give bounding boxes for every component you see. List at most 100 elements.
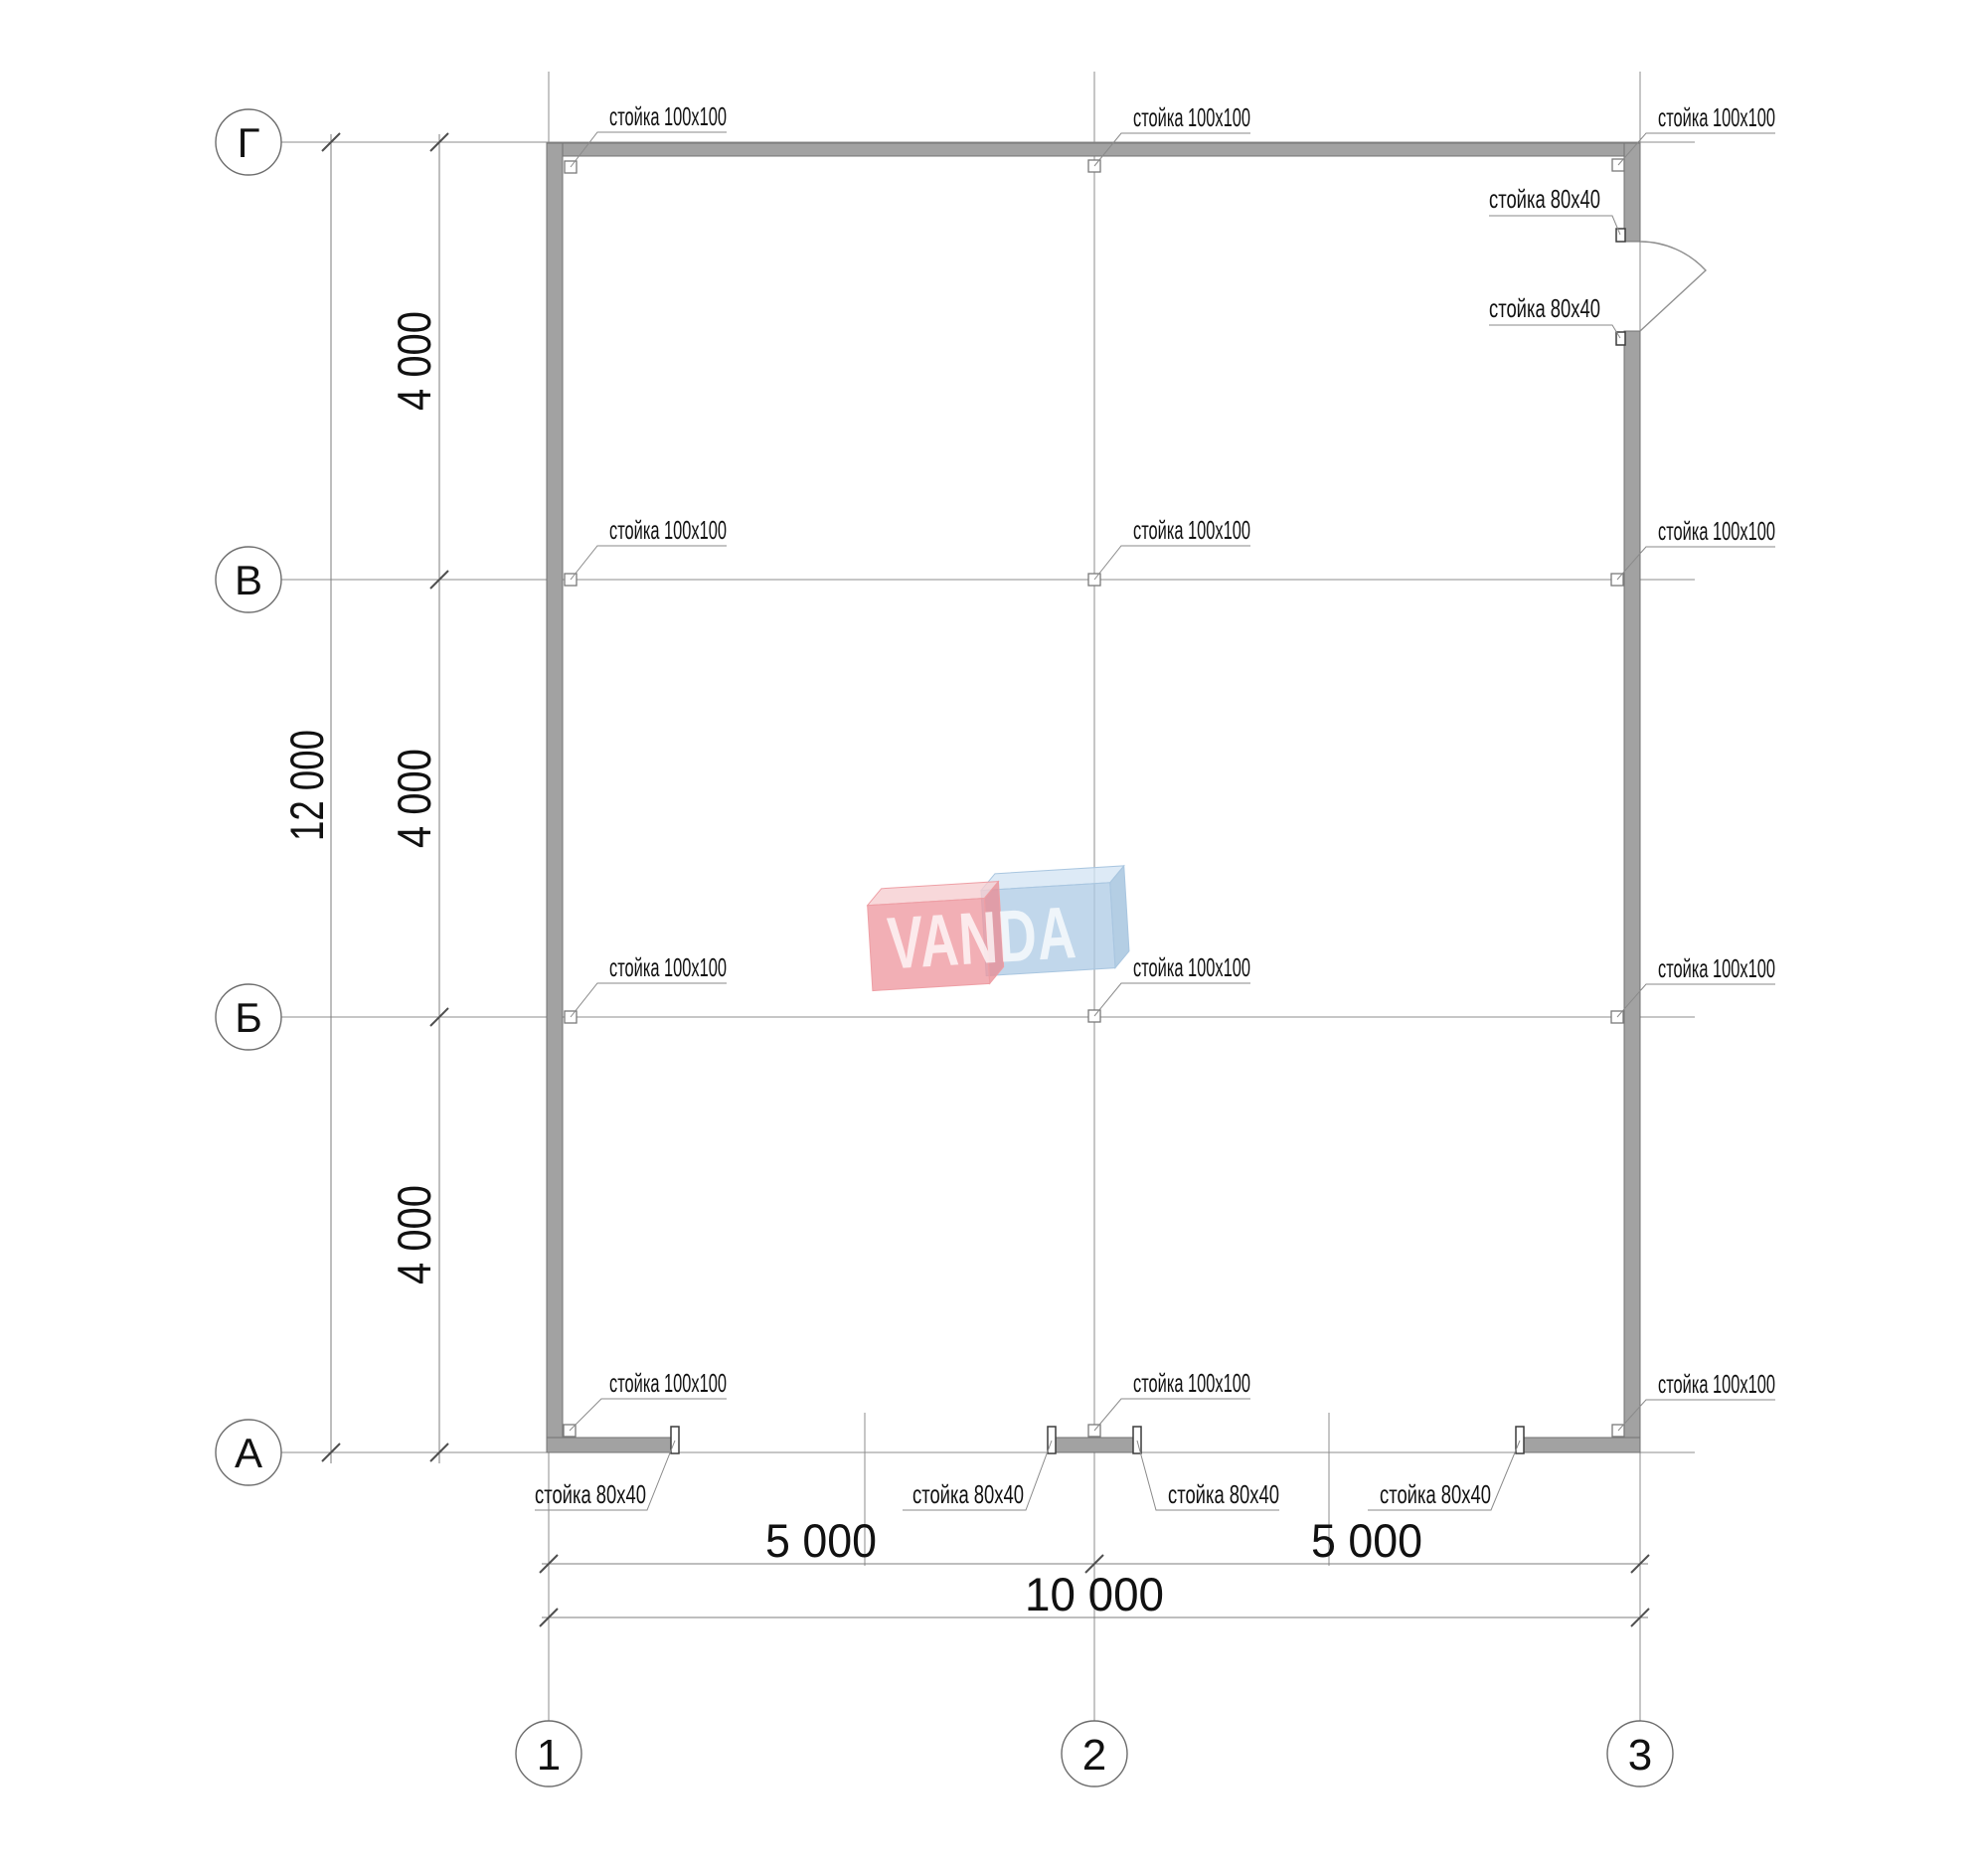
door-jamb-post-lower bbox=[1615, 331, 1626, 346]
dim-tick bbox=[429, 1443, 449, 1462]
jamb-label-text: стойка 80x40 bbox=[1489, 184, 1600, 214]
jamb-label-leader bbox=[1136, 1440, 1279, 1511]
post-label-b-middle: стойка 100x100 bbox=[1093, 952, 1250, 1017]
jamb-label-bottom-1: стойка 80x40 bbox=[535, 1440, 676, 1511]
post-label-leader bbox=[1617, 1399, 1775, 1432]
axis-bubble-row-g-label: Г bbox=[238, 119, 260, 166]
left-dimensions: 4 000 4 000 4 000 12 000 bbox=[280, 132, 449, 1463]
dim-tick bbox=[321, 1443, 341, 1462]
post-label-bottom-right: стойка 100x100 bbox=[1617, 1369, 1775, 1432]
post-label-text: стойка 100x100 bbox=[1133, 1368, 1250, 1398]
jamb-label-text: стойка 80x40 bbox=[535, 1479, 646, 1509]
axis-bubble-row-a bbox=[215, 1419, 282, 1486]
axis-bubble-col-1 bbox=[515, 1720, 582, 1787]
jamb-post-pier-left bbox=[1047, 1426, 1057, 1454]
bottom-dimensions: 5 000 5 000 10 000 bbox=[539, 1514, 1650, 1627]
post-label-leader bbox=[1616, 983, 1775, 1018]
door-swing-arc bbox=[1639, 241, 1707, 332]
dim-text-bay-height-1: 4 000 bbox=[388, 311, 440, 411]
dim-tick bbox=[1084, 1554, 1104, 1574]
door-right-wall bbox=[1615, 228, 1707, 346]
post-label-b-left: стойка 100x100 bbox=[570, 952, 727, 1018]
jamb-label-leader bbox=[903, 1440, 1053, 1511]
post-label-v-left: стойка 100x100 bbox=[570, 515, 727, 581]
dim-text-bay-width-1: 5 000 bbox=[765, 1514, 877, 1567]
axis-bubble-col-3 bbox=[1606, 1720, 1674, 1787]
post-label-leader bbox=[1616, 546, 1775, 581]
dim-tick bbox=[1630, 1554, 1650, 1574]
wall-top bbox=[546, 142, 1641, 157]
jamb-label-bottom-3: стойка 80x40 bbox=[1136, 1440, 1279, 1511]
post-label-b-right: стойка 100x100 bbox=[1616, 953, 1775, 1018]
axis-bubble-row-v-label: В bbox=[235, 557, 262, 603]
bottom-jamb-posts bbox=[670, 1426, 1525, 1454]
post-label-bottom-left: стойка 100x100 bbox=[569, 1368, 727, 1432]
post-label-text: стойка 100x100 bbox=[1658, 953, 1775, 983]
jamb-label-text: стойка 80x40 bbox=[912, 1479, 1024, 1509]
dim-tick bbox=[429, 132, 449, 152]
jamb-label-leader bbox=[1489, 324, 1621, 339]
post-label-text: стойка 100x100 bbox=[609, 1368, 727, 1398]
post-label-top-left: стойка 100x100 bbox=[570, 101, 727, 168]
jamb-post-opening1-left bbox=[670, 1426, 680, 1454]
logo-red-front-face bbox=[867, 897, 991, 992]
post-label-text: стойка 100x100 bbox=[1133, 952, 1250, 982]
dim-text-bay-height-2: 4 000 bbox=[388, 749, 440, 848]
wall-bottom-center-pier bbox=[1055, 1437, 1134, 1453]
axis-bubbles: Г В Б А 1 2 3 bbox=[215, 108, 1674, 1787]
jamb-label-text: стойка 80x40 bbox=[1489, 293, 1600, 323]
jamb-label-leader bbox=[535, 1440, 676, 1511]
axis-bubble-col-3-label: 3 bbox=[1628, 1731, 1652, 1780]
post-label-text: стойка 100x100 bbox=[1133, 515, 1250, 545]
jamb-label-text: стойка 80x40 bbox=[1380, 1479, 1491, 1509]
dim-tick bbox=[539, 1554, 559, 1574]
wall-right-upper bbox=[1623, 142, 1641, 243]
jamb-label-leader bbox=[1368, 1440, 1521, 1511]
axis-bubble-row-b-label: Б bbox=[235, 994, 262, 1041]
jamb-label-door-lower: стойка 80x40 bbox=[1489, 293, 1621, 339]
logo-vanda: VANDA bbox=[866, 864, 1130, 992]
dim-tick bbox=[429, 1007, 449, 1027]
axis-bubble-row-g bbox=[215, 108, 282, 176]
axis-bubble-row-b bbox=[215, 983, 282, 1051]
dim-tick bbox=[1630, 1608, 1650, 1627]
dim-text-total-width: 10 000 bbox=[1025, 1568, 1164, 1620]
post-label-leader bbox=[570, 131, 727, 168]
axis-bubble-row-a-label: А bbox=[235, 1430, 262, 1476]
dim-text-bay-height-3: 4 000 bbox=[388, 1185, 440, 1284]
post-label-leader bbox=[570, 545, 727, 581]
dim-tick bbox=[321, 132, 341, 152]
post-label-top-right: стойка 100x100 bbox=[1617, 102, 1775, 166]
walls bbox=[546, 142, 1641, 1453]
post-label-leader bbox=[1093, 982, 1250, 1017]
post-label-leader bbox=[1093, 132, 1250, 167]
post-label-text: стойка 100x100 bbox=[1658, 516, 1775, 546]
post-label-text: стойка 100x100 bbox=[1658, 102, 1775, 132]
wall-left bbox=[546, 142, 564, 1453]
wall-bottom-left-segment bbox=[546, 1437, 676, 1453]
jamb-label-bottom-4: стойка 80x40 bbox=[1368, 1440, 1521, 1511]
post-label-text: стойка 100x100 bbox=[1658, 1369, 1775, 1399]
post-label-v-right: стойка 100x100 bbox=[1616, 516, 1775, 581]
jamb-label-text: стойка 80x40 bbox=[1168, 1479, 1279, 1509]
post-label-text: стойка 100x100 bbox=[609, 952, 727, 982]
axis-bubble-col-1-label: 1 bbox=[537, 1731, 561, 1780]
axis-bubble-row-v bbox=[215, 546, 282, 613]
post-label-text: стойка 100x100 bbox=[609, 515, 727, 545]
axis-bubble-col-2 bbox=[1061, 1720, 1128, 1787]
axis-bubble-col-2-label: 2 bbox=[1082, 1731, 1106, 1780]
post-label-leader bbox=[569, 1398, 727, 1432]
jamb-post-pier-right bbox=[1132, 1426, 1142, 1454]
post-label-leader bbox=[570, 982, 727, 1018]
door-jamb-post-upper bbox=[1615, 228, 1626, 243]
post-label-leader bbox=[1093, 1398, 1250, 1432]
post-label-text: стойка 100x100 bbox=[1133, 102, 1250, 132]
dim-text-bay-width-2: 5 000 bbox=[1311, 1514, 1422, 1567]
post-label-leader bbox=[1093, 545, 1250, 581]
dim-tick bbox=[429, 570, 449, 590]
jamb-label-door-upper: стойка 80x40 bbox=[1489, 184, 1621, 236]
post-label-v-middle: стойка 100x100 bbox=[1093, 515, 1250, 581]
post-labels-100x100: стойка 100x100 стойка 100x100 стойка 100… bbox=[569, 101, 1775, 1432]
